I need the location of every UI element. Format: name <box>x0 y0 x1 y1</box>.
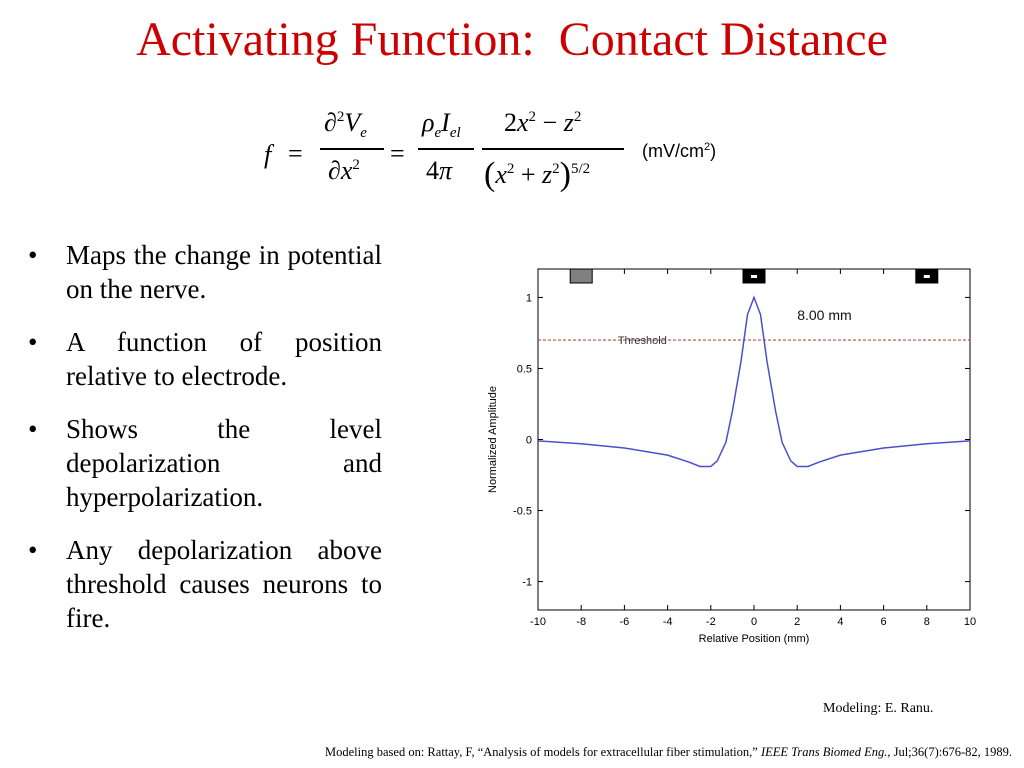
y-tick-label: -1 <box>522 577 532 589</box>
x-axis-label: Relative Position (mm) <box>699 633 810 645</box>
y-tick-label: -0.5 <box>513 506 532 518</box>
x-tick-label: 10 <box>964 616 976 628</box>
bullet-item: • A function of position relative to elec… <box>28 327 382 391</box>
plot-area <box>537 268 971 611</box>
citation-footer: Modeling based on: Rattay, F, “Analysis … <box>325 745 1012 759</box>
chart-svg: 1 0.5 0 -0.5 -1 -10 -8 -6 -4 -2 0 2 4 6 8 10 Threshold… <box>460 236 1024 660</box>
y-tick-label: 0 <box>526 435 532 447</box>
bullet-item: • Shows the level depolarization and hype… <box>28 414 382 512</box>
series-line <box>537 295 971 468</box>
electrode-contact <box>751 275 757 278</box>
x-tick-label: 8 <box>924 616 930 628</box>
x-tick-label: 2 <box>794 616 800 628</box>
units-label: (mV/cm2) <box>642 141 717 161</box>
bullet-item: • Any depolarization above threshold caus… <box>28 535 382 633</box>
x-tick-label: -4 <box>663 616 673 628</box>
x-tick-label: -2 <box>706 616 716 628</box>
x-tick-label: -6 <box>620 616 630 628</box>
distance-annotation: 8.00 mm <box>797 307 851 323</box>
y-axis-label: Normalized Amplitude <box>487 386 499 493</box>
x-tick-label: -8 <box>576 616 586 628</box>
threshold-label: Threshold <box>618 335 667 347</box>
x-tick-label: -10 <box>530 616 546 628</box>
electrode-marker <box>569 268 593 284</box>
y-tick-label: 1 <box>526 292 532 304</box>
x-tick-label: 4 <box>837 616 843 628</box>
bullet-item: • Maps the change in potential on the ner… <box>28 240 382 304</box>
x-tick-label: 6 <box>881 616 887 628</box>
y-tick-label: 0.5 <box>517 363 532 375</box>
activating-function-chart: 1 0.5 0 -0.5 -1 -10 -8 -6 -4 -2 0 2 4 6 8 10 Threshold… <box>460 236 1024 660</box>
x-tick-label: 0 <box>751 616 757 628</box>
electrode-contact <box>923 275 930 278</box>
activating-function-formula: f = ∂2Ve ∂x2 = ρeIel 4π 2x2 − z2 (x2 + z… <box>262 104 632 204</box>
modeling-credit: Modeling: E. Ranu. <box>823 701 934 716</box>
bullet-list: • Maps the change in potential on the ner… <box>28 238 382 654</box>
slide-title: Activating Function: Contact Distance <box>136 13 888 66</box>
